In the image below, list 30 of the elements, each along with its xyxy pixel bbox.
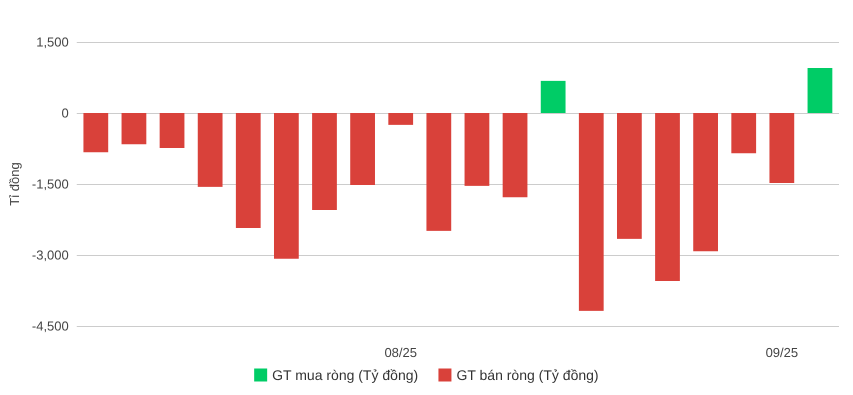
y-axis-title: Tỉ đồng bbox=[7, 162, 22, 206]
bar bbox=[426, 113, 452, 231]
bar bbox=[160, 113, 184, 148]
bar bbox=[808, 68, 832, 113]
bar bbox=[769, 113, 794, 184]
bar bbox=[236, 113, 261, 228]
bar bbox=[693, 113, 718, 252]
bar bbox=[83, 113, 108, 152]
legend-label: GT mua ròng (Tỷ đồng) bbox=[272, 367, 418, 383]
bar bbox=[350, 113, 375, 185]
bar bbox=[578, 113, 604, 311]
bar bbox=[122, 113, 146, 144]
bar bbox=[655, 113, 680, 282]
y-tick-label: -1,500 bbox=[32, 176, 69, 192]
x-tick-label: 09/25 bbox=[766, 345, 798, 360]
bar bbox=[464, 113, 490, 186]
legend-label: GT bán ròng (Tỷ đồng) bbox=[456, 367, 599, 383]
bar bbox=[502, 113, 528, 198]
bar bbox=[274, 113, 299, 259]
bar bbox=[388, 113, 414, 125]
bar bbox=[312, 113, 337, 210]
x-tick-label: 08/25 bbox=[384, 345, 417, 360]
bar bbox=[731, 113, 756, 154]
y-tick-label: 0 bbox=[62, 106, 69, 120]
bar bbox=[540, 80, 566, 113]
bar bbox=[198, 113, 223, 187]
y-tick-label: -4,500 bbox=[32, 318, 69, 334]
y-tick-label: -3,000 bbox=[32, 248, 69, 262]
bar bbox=[617, 113, 642, 239]
y-tick-label: 1,500 bbox=[36, 34, 69, 50]
